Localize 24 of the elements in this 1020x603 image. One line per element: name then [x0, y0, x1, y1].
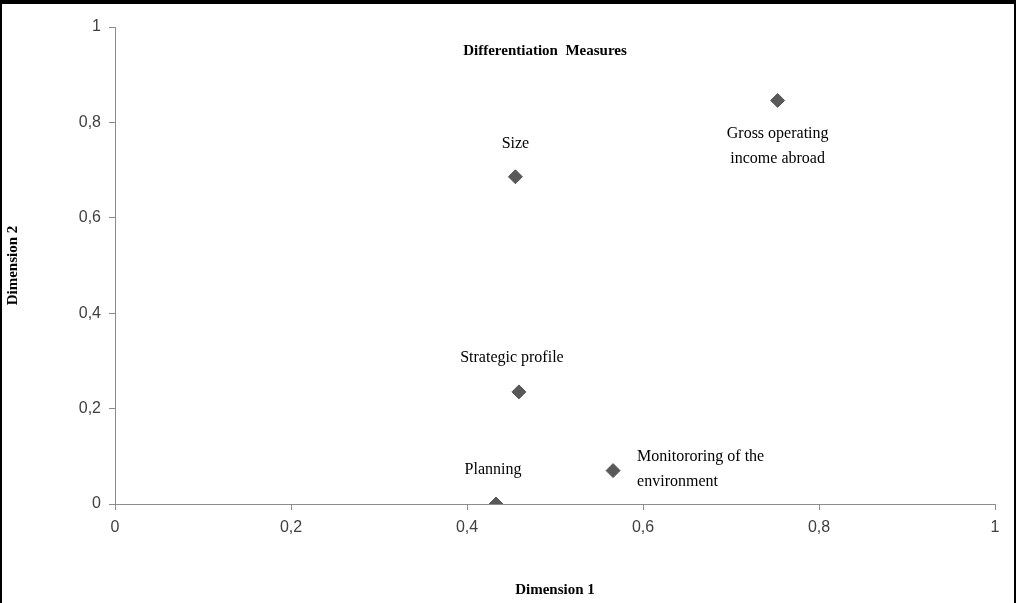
y-tick-label: 0 — [92, 494, 102, 512]
point — [605, 463, 621, 479]
y-tick-label: 1 — [92, 17, 102, 35]
x-tick-label: 0,4 — [455, 518, 479, 536]
point — [770, 92, 786, 108]
x-tick-label: 0,8 — [807, 518, 831, 536]
annotation: Monitororing of the environment — [637, 446, 765, 489]
x-tick-label: 0,2 — [279, 518, 303, 536]
point — [511, 384, 527, 400]
annotation: Gross operating income abroad — [726, 123, 829, 166]
y-tick-label: 0,2 — [78, 399, 102, 417]
y-axis-title: Dimension 2 — [3, 225, 20, 306]
y-tick-label: 0,8 — [78, 112, 102, 130]
point — [507, 169, 523, 185]
x-tick-label: 0,6 — [631, 518, 655, 536]
y-tick-label: 0,6 — [78, 208, 102, 226]
y-tick-label: 0,4 — [78, 303, 102, 321]
x-tick-label: 0 — [110, 518, 120, 536]
x-axis-title: Dimension 1 — [515, 580, 595, 597]
annotation: Strategic profile — [460, 348, 564, 367]
text: Differentiation Measures — [463, 41, 627, 58]
annotation: Size — [501, 133, 530, 151]
annotation: Planning — [464, 460, 522, 479]
x-tick-label: 1 — [990, 518, 1000, 536]
